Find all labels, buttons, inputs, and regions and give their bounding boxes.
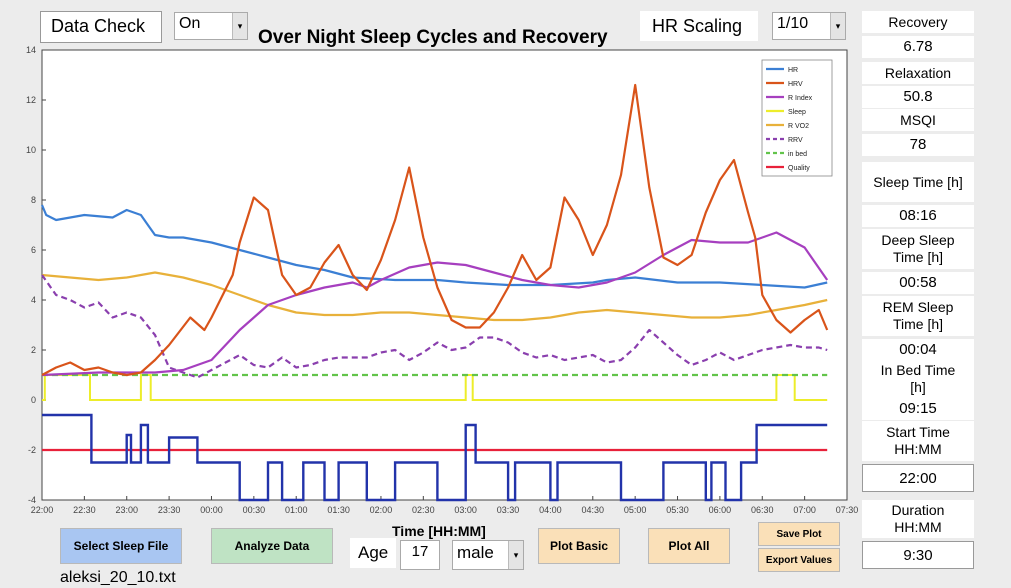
x-tick-label: 22:30 xyxy=(73,505,96,515)
metric-label: In Bed Time [h] xyxy=(862,359,974,399)
chart-legend: HR HRV R Index Sleep R VO2 RRV in bed Quality xyxy=(761,59,833,177)
x-tick-label: 00:30 xyxy=(243,505,266,515)
metric-value: 6.78 xyxy=(862,36,974,58)
export-values-button[interactable]: Export Values xyxy=(758,548,840,572)
metric-value: 00:58 xyxy=(862,272,974,294)
series-hr xyxy=(40,204,828,289)
y-tick-label: 4 xyxy=(31,295,36,305)
chevron-down-icon: ▾ xyxy=(830,13,845,39)
x-tick-label: 04:30 xyxy=(582,505,605,515)
plot-area xyxy=(41,49,848,501)
x-tick-label: 07:00 xyxy=(793,505,816,515)
legend-entry: HR xyxy=(788,67,798,74)
series-r-index xyxy=(41,231,829,377)
filename-label: aleksi_20_10.txt xyxy=(60,569,176,586)
legend-entry: Sleep xyxy=(788,109,806,116)
age-input[interactable]: 17 xyxy=(400,540,440,570)
x-tick-label: 01:00 xyxy=(285,505,308,515)
x-tick-label: 02:00 xyxy=(370,505,393,515)
x-tick-label: 07:30 xyxy=(836,505,859,515)
legend-entry: R Index xyxy=(788,95,813,102)
data-check-label-box: Data Check xyxy=(40,11,162,43)
x-tick-label: 05:30 xyxy=(666,505,689,515)
x-tick-label: 02:30 xyxy=(412,505,435,515)
series-hrv xyxy=(41,83,829,377)
sleep-chart: -4 -2 0 2 4 6 8 10 12 14 22:00 22:30 23:00 23:30 00:0… xyxy=(26,45,859,515)
age-label-box: Age xyxy=(350,538,396,568)
y-tick-label: 2 xyxy=(31,345,36,355)
x-tick-label: 23:30 xyxy=(158,505,181,515)
chevron-down-icon: ▾ xyxy=(232,13,247,39)
metric-value: 08:16 xyxy=(862,205,974,227)
x-tick-label: 05:00 xyxy=(624,505,647,515)
x-tick-label: 06:30 xyxy=(751,505,774,515)
metric-label: Sleep Time [h] xyxy=(862,162,974,202)
x-tick-label: 03:30 xyxy=(497,505,520,515)
y-tick-label: 12 xyxy=(26,95,36,105)
series-hypnogram xyxy=(42,413,828,502)
metric-label: MSQI xyxy=(862,109,974,131)
metric-value: 00:04 xyxy=(862,339,974,361)
plot-basic-button[interactable]: Plot Basic xyxy=(538,528,620,564)
metric-value: 50.8 xyxy=(862,86,974,108)
series-rrv xyxy=(41,274,828,379)
y-tick-label: -4 xyxy=(28,495,36,505)
x-axis: 22:00 22:30 23:00 23:30 00:00 00:30 01:00 01:30… xyxy=(31,496,859,515)
metric-value: 78 xyxy=(862,134,974,156)
x-tick-label: 23:00 xyxy=(115,505,138,515)
metric-label: Deep Sleep Time [h] xyxy=(862,229,974,269)
legend-entry: RRV xyxy=(788,137,803,144)
x-tick-label: 03:00 xyxy=(454,505,477,515)
y-tick-label: 6 xyxy=(31,245,36,255)
hr-scaling-value: 1/10 xyxy=(777,15,809,32)
hr-scaling-dropdown[interactable]: 1/10 ▾ xyxy=(772,12,846,40)
x-tick-label: 01:30 xyxy=(327,505,350,515)
analyze-data-button[interactable]: Analyze Data xyxy=(211,528,333,564)
series-layer xyxy=(40,83,829,502)
x-axis-label: Time [HH:MM] xyxy=(392,523,486,539)
y-tick-label: -2 xyxy=(28,445,36,455)
series-r-vo2 xyxy=(41,271,828,322)
y-tick-label: 10 xyxy=(26,145,36,155)
x-tick-label: 00:00 xyxy=(200,505,223,515)
legend-entry: in bed xyxy=(788,151,807,158)
metric-value: 9:30 xyxy=(862,541,974,569)
hr-scaling-label-box: HR Scaling xyxy=(640,11,758,41)
metric-value: 09:15 xyxy=(862,398,974,420)
metric-label: REM Sleep Time [h] xyxy=(862,296,974,336)
metric-label: Duration HH:MM xyxy=(862,500,974,538)
data-check-label: Data Check xyxy=(51,16,146,36)
legend-box xyxy=(761,59,833,177)
y-tick-label: 14 xyxy=(26,45,36,55)
y-tick-label: 8 xyxy=(31,195,36,205)
chart-title: Over Night Sleep Cycles and Recovery xyxy=(258,27,608,48)
legend-entry: Quality xyxy=(788,165,810,172)
metric-value: 22:00 xyxy=(862,464,974,492)
hr-scaling-label: HR Scaling xyxy=(652,16,743,36)
x-tick-label: 06:00 xyxy=(709,505,732,515)
data-check-dropdown[interactable]: On ▾ xyxy=(174,12,248,40)
select-sleep-file-button[interactable]: Select Sleep File xyxy=(60,528,182,564)
metric-label: Relaxation xyxy=(862,62,974,84)
x-tick-label: 22:00 xyxy=(31,505,54,515)
legend-entry: R VO2 xyxy=(788,123,809,130)
legend-entry: HRV xyxy=(788,81,803,88)
gender-dropdown[interactable]: male ▾ xyxy=(452,540,524,570)
gender-value: male xyxy=(457,543,494,562)
plot-all-button[interactable]: Plot All xyxy=(648,528,730,564)
metric-label: Start Time HH:MM xyxy=(862,421,974,461)
metric-label: Recovery xyxy=(862,11,974,33)
age-label: Age xyxy=(358,543,389,562)
save-plot-button[interactable]: Save Plot xyxy=(758,522,840,546)
y-tick-label: 0 xyxy=(31,395,36,405)
data-check-value: On xyxy=(179,15,201,32)
chevron-down-icon: ▾ xyxy=(508,541,523,569)
x-tick-label: 04:00 xyxy=(539,505,562,515)
